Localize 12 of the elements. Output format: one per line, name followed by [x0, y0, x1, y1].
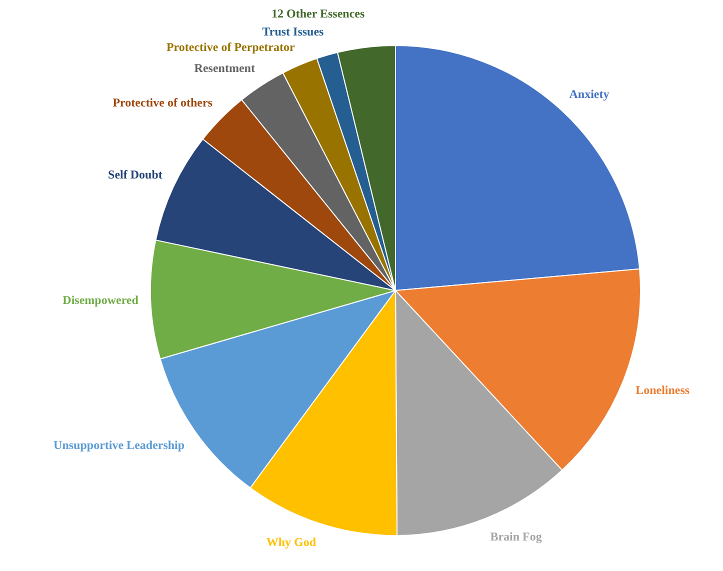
slice-label: Self Doubt [108, 168, 162, 182]
slice-label: Trust Issues [262, 24, 324, 39]
slice-label: Why God [266, 535, 316, 550]
slice-label: Disempowered [62, 293, 139, 308]
slice-label: Protective of Perpetrator [166, 40, 296, 54]
slice-label: Anxiety [569, 86, 610, 101]
slice-label: Brain Fog [490, 530, 542, 544]
slice-label: Protective of others [112, 96, 213, 110]
slice-label: Resentment [194, 61, 255, 76]
slice-label: 12 Other Essences [272, 6, 365, 20]
slice-label: Loneliness [636, 382, 690, 397]
slice-label: Unsupportive Leadership [54, 438, 185, 452]
